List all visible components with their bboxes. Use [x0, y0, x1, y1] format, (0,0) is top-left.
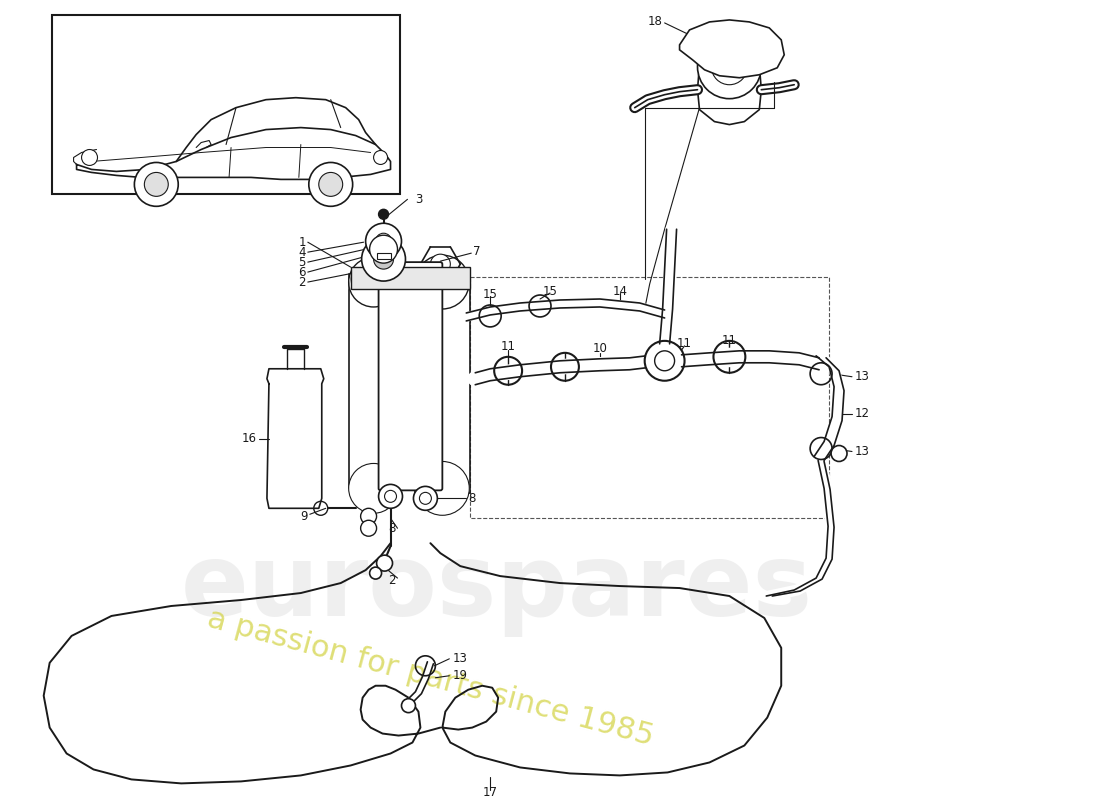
Circle shape	[416, 462, 470, 515]
Circle shape	[832, 446, 847, 462]
Circle shape	[378, 210, 388, 219]
Text: 18: 18	[648, 15, 662, 29]
Circle shape	[144, 173, 168, 196]
Text: 8: 8	[469, 492, 475, 505]
Circle shape	[374, 150, 387, 165]
Circle shape	[416, 255, 470, 309]
Circle shape	[375, 234, 392, 249]
Text: 15: 15	[483, 287, 497, 301]
Circle shape	[361, 508, 376, 524]
Circle shape	[349, 463, 398, 514]
Circle shape	[314, 502, 328, 515]
Circle shape	[414, 486, 438, 510]
Circle shape	[370, 235, 397, 263]
Circle shape	[697, 35, 761, 98]
Circle shape	[654, 351, 674, 370]
Circle shape	[712, 49, 747, 85]
Circle shape	[430, 254, 450, 274]
Bar	[351, 267, 471, 289]
Text: 13: 13	[452, 652, 468, 666]
Bar	[52, 15, 400, 194]
Circle shape	[419, 492, 431, 504]
Text: a passion for parts since 1985: a passion for parts since 1985	[204, 604, 657, 751]
Text: 16: 16	[242, 432, 257, 445]
Text: 17: 17	[483, 786, 497, 799]
Circle shape	[365, 223, 402, 259]
Text: 9: 9	[300, 510, 308, 522]
Circle shape	[309, 162, 353, 206]
Text: 12: 12	[855, 407, 870, 420]
Circle shape	[402, 698, 416, 713]
Circle shape	[361, 520, 376, 536]
FancyBboxPatch shape	[378, 262, 442, 490]
Bar	[376, 253, 390, 259]
Text: 11: 11	[678, 338, 692, 350]
Circle shape	[374, 249, 394, 269]
Text: 15: 15	[542, 285, 558, 298]
Text: 14: 14	[613, 285, 627, 298]
Circle shape	[370, 567, 382, 579]
Text: 1: 1	[298, 236, 306, 249]
Circle shape	[376, 555, 393, 571]
Text: 13: 13	[855, 445, 870, 458]
Text: 2: 2	[388, 574, 396, 586]
Text: 2: 2	[298, 275, 306, 289]
Circle shape	[385, 490, 396, 502]
Text: 13: 13	[855, 370, 870, 383]
Circle shape	[319, 173, 343, 196]
Text: 11: 11	[500, 340, 516, 354]
Text: 4: 4	[298, 246, 306, 258]
Text: 5: 5	[298, 256, 306, 269]
Text: 8: 8	[388, 522, 396, 534]
Text: 6: 6	[298, 266, 306, 278]
Text: eurospares: eurospares	[182, 539, 813, 637]
Text: 3: 3	[416, 193, 422, 206]
Circle shape	[645, 341, 684, 381]
Circle shape	[362, 238, 406, 281]
Text: 7: 7	[473, 245, 481, 258]
Circle shape	[81, 150, 98, 166]
Circle shape	[378, 484, 403, 508]
Text: 10: 10	[593, 342, 607, 355]
Circle shape	[134, 162, 178, 206]
Circle shape	[349, 257, 398, 307]
Text: 11: 11	[722, 334, 737, 347]
Text: 19: 19	[452, 670, 468, 682]
Polygon shape	[680, 20, 784, 78]
